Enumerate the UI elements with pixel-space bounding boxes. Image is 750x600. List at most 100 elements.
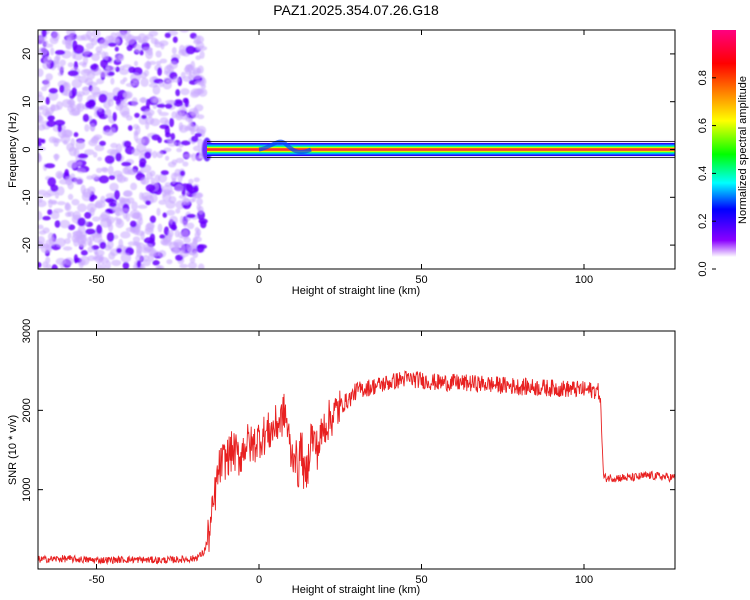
noise-speckle bbox=[109, 202, 117, 208]
noise-speckle bbox=[149, 215, 156, 224]
noise-speckle bbox=[115, 104, 124, 111]
noise-speckle bbox=[183, 237, 191, 244]
noise-speckle bbox=[50, 184, 59, 192]
spectrogram-y-label: Frequency (Hz) bbox=[7, 112, 19, 188]
noise-speckle bbox=[38, 230, 47, 235]
noise-speckle bbox=[185, 64, 192, 70]
noise-speckle bbox=[80, 250, 88, 256]
noise-speckle bbox=[115, 66, 120, 73]
noise-speckle bbox=[77, 217, 86, 227]
noise-speckle bbox=[91, 53, 100, 62]
noise-speckle bbox=[189, 71, 195, 78]
noise-speckle bbox=[98, 93, 108, 103]
noise-speckle bbox=[171, 247, 177, 252]
noise-speckle bbox=[123, 140, 132, 148]
noise-speckle bbox=[119, 68, 129, 75]
noise-speckle bbox=[200, 220, 207, 229]
noise-speckle bbox=[160, 238, 169, 246]
noise-speckle bbox=[180, 88, 190, 96]
noise-speckle bbox=[167, 229, 174, 238]
noise-speckle bbox=[180, 71, 186, 79]
noise-speckle bbox=[41, 30, 47, 38]
noise-speckle bbox=[196, 204, 201, 211]
noise-speckle bbox=[48, 237, 57, 247]
noise-speckle bbox=[146, 171, 153, 180]
noise-speckle bbox=[104, 197, 115, 203]
noise-speckle bbox=[106, 232, 115, 242]
snr-y-ticks: 1000 2000 3000 bbox=[21, 319, 675, 502]
noise-speckle bbox=[64, 238, 71, 245]
noise-speckle bbox=[122, 77, 128, 82]
snr-y-label: SNR (10 * v/v) bbox=[7, 415, 19, 485]
noise-speckle bbox=[188, 178, 194, 184]
noise-speckle bbox=[142, 47, 153, 52]
noise-speckle bbox=[116, 174, 127, 184]
spectrogram-y-tick-label: 10 bbox=[21, 96, 33, 108]
noise-speckle bbox=[176, 147, 183, 153]
noise-speckle bbox=[56, 186, 65, 196]
noise-speckle bbox=[178, 122, 184, 131]
noise-speckle bbox=[84, 149, 95, 156]
noise-speckle bbox=[110, 142, 118, 149]
spectrogram-y-ticks: -20 -10 0 10 20 bbox=[21, 48, 675, 253]
noise-speckle bbox=[100, 59, 108, 68]
noise-speckle bbox=[140, 177, 150, 185]
noise-speckle bbox=[193, 177, 200, 183]
spectrogram-x-tick-label: -50 bbox=[89, 274, 105, 286]
noise-speckle bbox=[43, 78, 51, 88]
noise-speckle bbox=[145, 34, 154, 40]
noise-speckle bbox=[45, 96, 50, 105]
noise-speckle bbox=[165, 103, 173, 109]
noise-speckle bbox=[47, 177, 56, 187]
noise-speckle bbox=[105, 65, 110, 75]
noise-speckle bbox=[41, 86, 48, 92]
noise-speckle bbox=[192, 239, 198, 249]
noise-speckle bbox=[42, 261, 48, 269]
noise-speckle bbox=[71, 87, 78, 97]
noise-speckle bbox=[152, 97, 162, 104]
noise-speckle bbox=[90, 86, 101, 96]
spectrogram-x-tick-label: 0 bbox=[256, 274, 262, 286]
noise-speckle bbox=[48, 88, 58, 94]
noise-speckle bbox=[77, 225, 86, 234]
noise-speckle bbox=[155, 50, 162, 58]
noise-speckle bbox=[145, 200, 151, 206]
noise-speckle bbox=[141, 135, 151, 145]
noise-speckle bbox=[156, 103, 166, 108]
noise-speckle bbox=[145, 121, 150, 130]
noise-speckle bbox=[125, 227, 136, 233]
noise-speckle bbox=[94, 201, 103, 209]
noise-speckle bbox=[38, 210, 43, 221]
noise-speckle bbox=[54, 220, 61, 228]
noise-speckle bbox=[38, 111, 42, 117]
noise-speckle bbox=[88, 99, 96, 108]
noise-speckle bbox=[120, 252, 132, 263]
noise-speckle bbox=[179, 113, 190, 120]
noise-speckle bbox=[73, 147, 80, 158]
noise-speckle bbox=[102, 167, 109, 173]
spectrogram-x-label: Height of straight line (km) bbox=[292, 285, 420, 297]
noise-speckle bbox=[42, 193, 52, 198]
noise-speckle bbox=[186, 213, 196, 219]
noise-speckle bbox=[92, 233, 103, 243]
noise-speckle bbox=[182, 153, 194, 158]
noise-speckle bbox=[87, 246, 94, 253]
noise-speckle bbox=[135, 242, 146, 250]
noise-speckle bbox=[171, 159, 178, 165]
noise-speckle bbox=[185, 185, 194, 192]
noise-speckle bbox=[131, 148, 141, 156]
noise-speckle bbox=[89, 196, 95, 202]
noise-speckle bbox=[165, 155, 170, 161]
noise-speckle bbox=[55, 170, 64, 179]
noise-speckle bbox=[55, 257, 66, 266]
noise-speckle bbox=[104, 155, 115, 164]
noise-speckle bbox=[65, 202, 70, 210]
noise-speckle bbox=[105, 260, 111, 269]
noise-speckle bbox=[77, 153, 89, 159]
noise-speckle bbox=[71, 198, 80, 206]
noise-speckle bbox=[85, 30, 93, 40]
noise-speckle bbox=[150, 177, 155, 185]
snr-panel: -50 0 50 100 1000 2000 3000 Height of straigh… bbox=[7, 319, 676, 596]
noise-speckle bbox=[166, 259, 173, 265]
snr-x-tick-label: 100 bbox=[575, 574, 593, 586]
